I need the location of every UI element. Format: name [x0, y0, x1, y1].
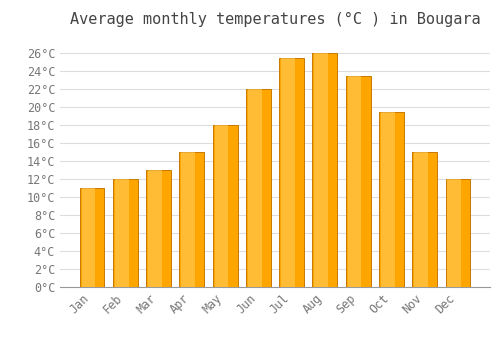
Title: Average monthly temperatures (°C ) in Bougara: Average monthly temperatures (°C ) in Bo… [70, 12, 480, 27]
FancyBboxPatch shape [248, 89, 262, 287]
FancyBboxPatch shape [148, 170, 162, 287]
FancyBboxPatch shape [448, 179, 461, 287]
Bar [346, 76, 370, 287]
FancyBboxPatch shape [314, 53, 328, 287]
Bar [412, 152, 437, 287]
Bar [212, 125, 238, 287]
Bar [279, 57, 304, 287]
FancyBboxPatch shape [182, 152, 195, 287]
FancyBboxPatch shape [381, 112, 394, 287]
Bar [246, 89, 271, 287]
Bar [146, 170, 171, 287]
Bar [312, 53, 338, 287]
FancyBboxPatch shape [214, 125, 228, 287]
FancyBboxPatch shape [281, 57, 295, 287]
Bar [379, 112, 404, 287]
FancyBboxPatch shape [348, 76, 362, 287]
FancyBboxPatch shape [82, 188, 96, 287]
Bar [180, 152, 204, 287]
Bar [446, 179, 470, 287]
FancyBboxPatch shape [115, 179, 128, 287]
Bar [113, 179, 138, 287]
Bar [80, 188, 104, 287]
FancyBboxPatch shape [414, 152, 428, 287]
